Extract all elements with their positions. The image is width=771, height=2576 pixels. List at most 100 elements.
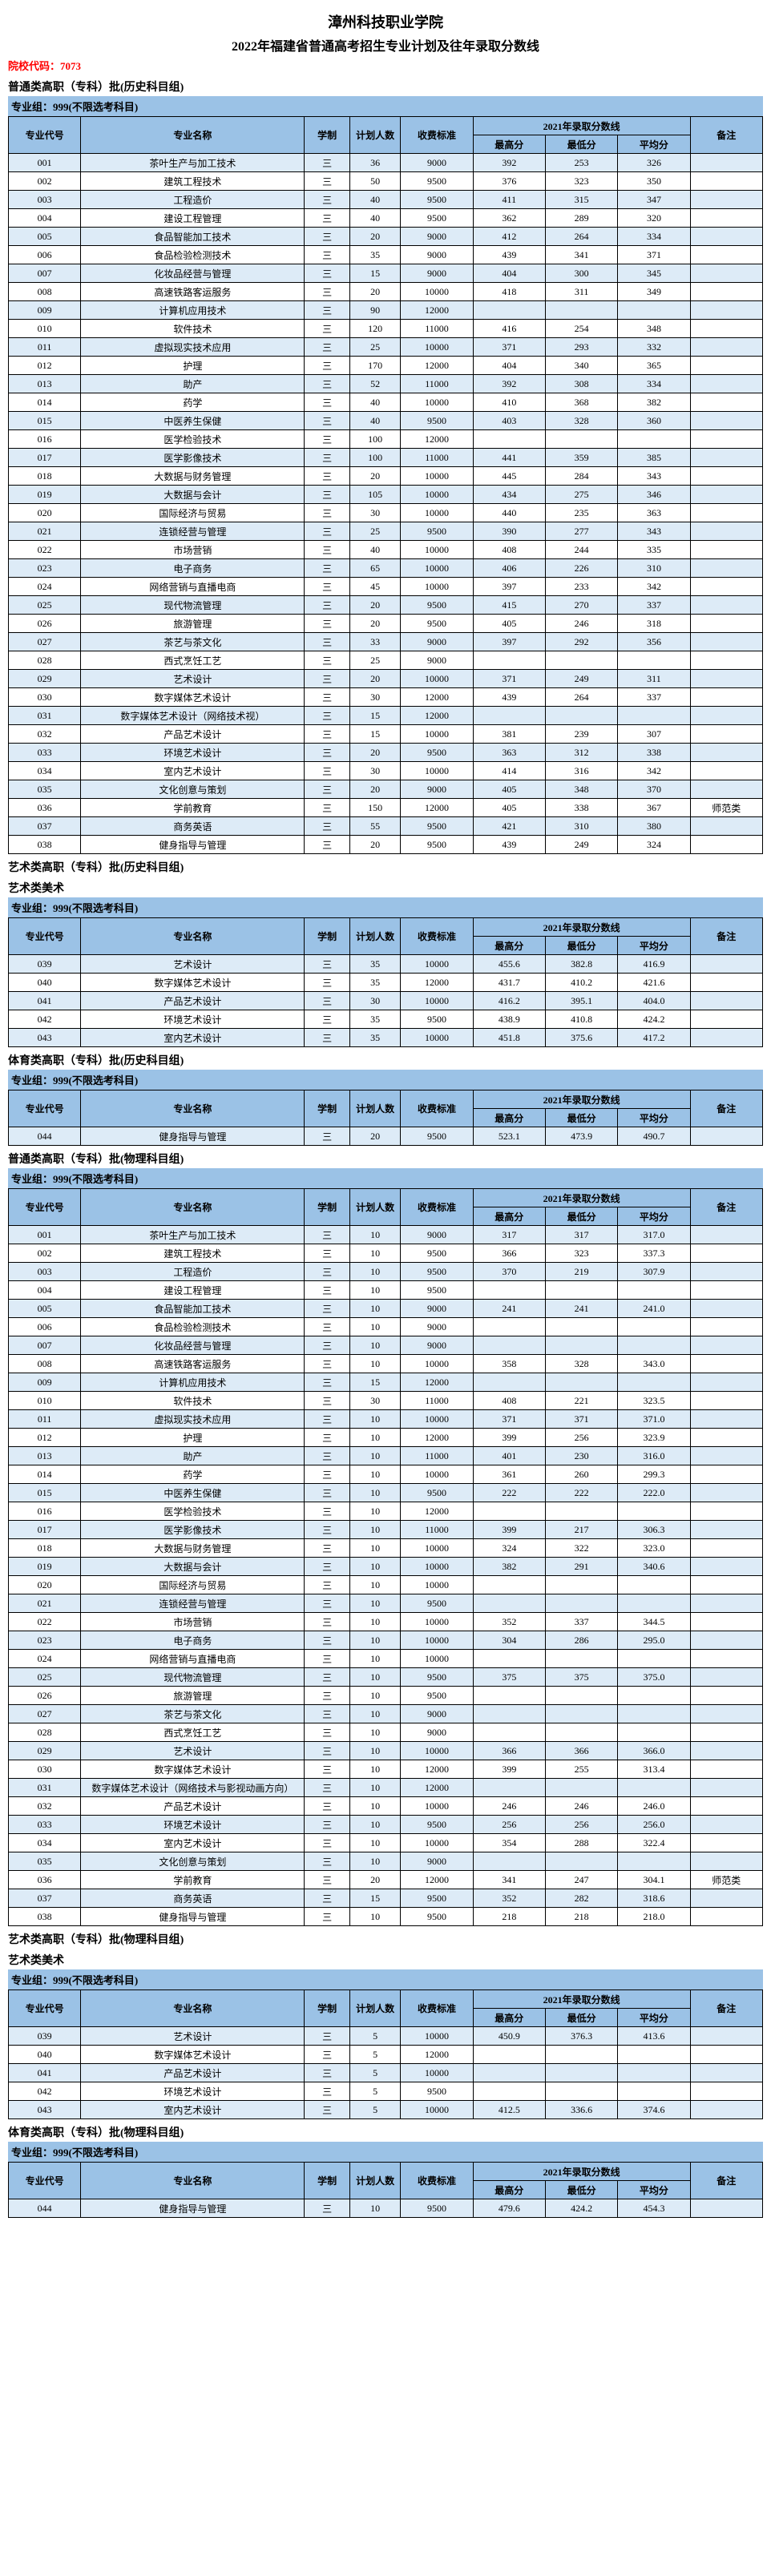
table-row: 022 市场营销 三 10 10000 352 337 344.5 [9,1613,763,1631]
cell-low: 424.2 [545,2199,617,2218]
cell-plan: 20 [349,467,400,486]
th-duration: 学制 [305,117,350,154]
cell-plan: 90 [349,301,400,320]
school-code-line: 院校代码：7073 [8,58,763,74]
cell-avg: 337.3 [618,1244,690,1263]
cell-note [690,1281,762,1300]
cell-plan: 5 [349,2046,400,2064]
cell-plan: 10 [349,1318,400,1336]
cell-name: 食品智能加工技术 [81,228,305,246]
th-name: 专业名称 [81,1189,305,1226]
cell-low [545,1650,617,1668]
data-table: 专业代号 专业名称 学制 计划人数 收费标准 2021年录取分数线 备注最高分 … [8,917,763,1047]
cell-duration: 三 [305,651,350,670]
cell-code: 027 [9,1705,81,1723]
cell-code: 041 [9,2064,81,2082]
cell-fee: 11000 [401,449,473,467]
table-row: 034 室内艺术设计 三 30 10000 414 316 342 [9,762,763,780]
cell-plan: 5 [349,2027,400,2046]
cell-high: 358 [473,1355,545,1373]
cell-fee: 9000 [401,1705,473,1723]
cell-avg: 335 [618,541,690,559]
table-row: 042 环境艺术设计 三 5 9500 [9,2082,763,2101]
cell-fee: 10000 [401,1576,473,1594]
cell-duration: 三 [305,762,350,780]
cell-code: 008 [9,283,81,301]
cell-plan: 30 [349,762,400,780]
table-row: 007 化妆品经营与管理 三 15 9000 404 300 345 [9,264,763,283]
cell-plan: 150 [349,799,400,817]
table-row: 038 健身指导与管理 三 10 9500 218 218 218.0 [9,1908,763,1926]
table-row: 016 医学检验技术 三 10 12000 [9,1502,763,1521]
cell-low: 226 [545,559,617,578]
cell-code: 010 [9,320,81,338]
cell-name: 建设工程管理 [81,209,305,228]
cell-duration: 三 [305,1429,350,1447]
cell-note [690,1010,762,1029]
cell-note [690,725,762,744]
cell-avg: 307.9 [618,1263,690,1281]
cell-note [690,1558,762,1576]
cell-note [690,2082,762,2101]
table-row: 028 西式烹饪工艺 三 25 9000 [9,651,763,670]
cell-plan: 10 [349,1723,400,1742]
cell-high: 304 [473,1631,545,1650]
cell-duration: 三 [305,320,350,338]
cell-name: 商务英语 [81,1889,305,1908]
cell-code: 034 [9,762,81,780]
table-row: 033 环境艺术设计 三 10 9500 256 256 256.0 [9,1816,763,1834]
cell-avg [618,1594,690,1613]
cell-duration: 三 [305,707,350,725]
cell-name: 虚拟现实技术应用 [81,338,305,357]
cell-fee: 9500 [401,1484,473,1502]
cell-avg: 413.6 [618,2027,690,2046]
th-name: 专业名称 [81,1990,305,2027]
cell-low: 311 [545,283,617,301]
cell-fee: 10000 [401,486,473,504]
table-row: 027 茶艺与茶文化 三 33 9000 397 292 356 [9,633,763,651]
cell-note [690,707,762,725]
table-row: 022 市场营销 三 40 10000 408 244 335 [9,541,763,559]
cell-code: 029 [9,670,81,688]
cell-code: 031 [9,707,81,725]
cell-low: 282 [545,1889,617,1908]
section-title: 体育类高职（专科）批(历史科目组) [8,1052,763,1068]
cell-low: 293 [545,338,617,357]
cell-plan: 10 [349,1650,400,1668]
cell-avg: 318 [618,615,690,633]
cell-high [473,1373,545,1392]
cell-duration: 三 [305,1539,350,1558]
th-note: 备注 [690,1990,762,2027]
cell-name: 产品艺术设计 [81,1797,305,1816]
cell-fee: 9000 [401,780,473,799]
cell-high: 397 [473,578,545,596]
cell-plan: 40 [349,412,400,430]
cell-code: 039 [9,955,81,974]
cell-plan: 10 [349,1852,400,1871]
cell-high: 381 [473,725,545,744]
cell-plan: 170 [349,357,400,375]
th-low: 最低分 [545,2181,617,2199]
cell-duration: 三 [305,633,350,651]
cell-low: 239 [545,725,617,744]
cell-avg: 346 [618,486,690,504]
cell-duration: 三 [305,191,350,209]
cell-avg: 334 [618,228,690,246]
cell-avg [618,2046,690,2064]
th-note: 备注 [690,918,762,955]
cell-note [690,1029,762,1047]
cell-avg: 337 [618,688,690,707]
cell-avg: 416.9 [618,955,690,974]
cell-plan: 30 [349,504,400,522]
cell-fee: 9500 [401,2082,473,2101]
cell-note [690,2046,762,2064]
cell-avg [618,301,690,320]
cell-note [690,1318,762,1336]
cell-note [690,264,762,283]
cell-low: 255 [545,1760,617,1779]
cell-high: 397 [473,633,545,651]
cell-name: 护理 [81,1429,305,1447]
cell-note: 师范类 [690,799,762,817]
table-row: 009 计算机应用技术 三 90 12000 [9,301,763,320]
cell-high [473,430,545,449]
